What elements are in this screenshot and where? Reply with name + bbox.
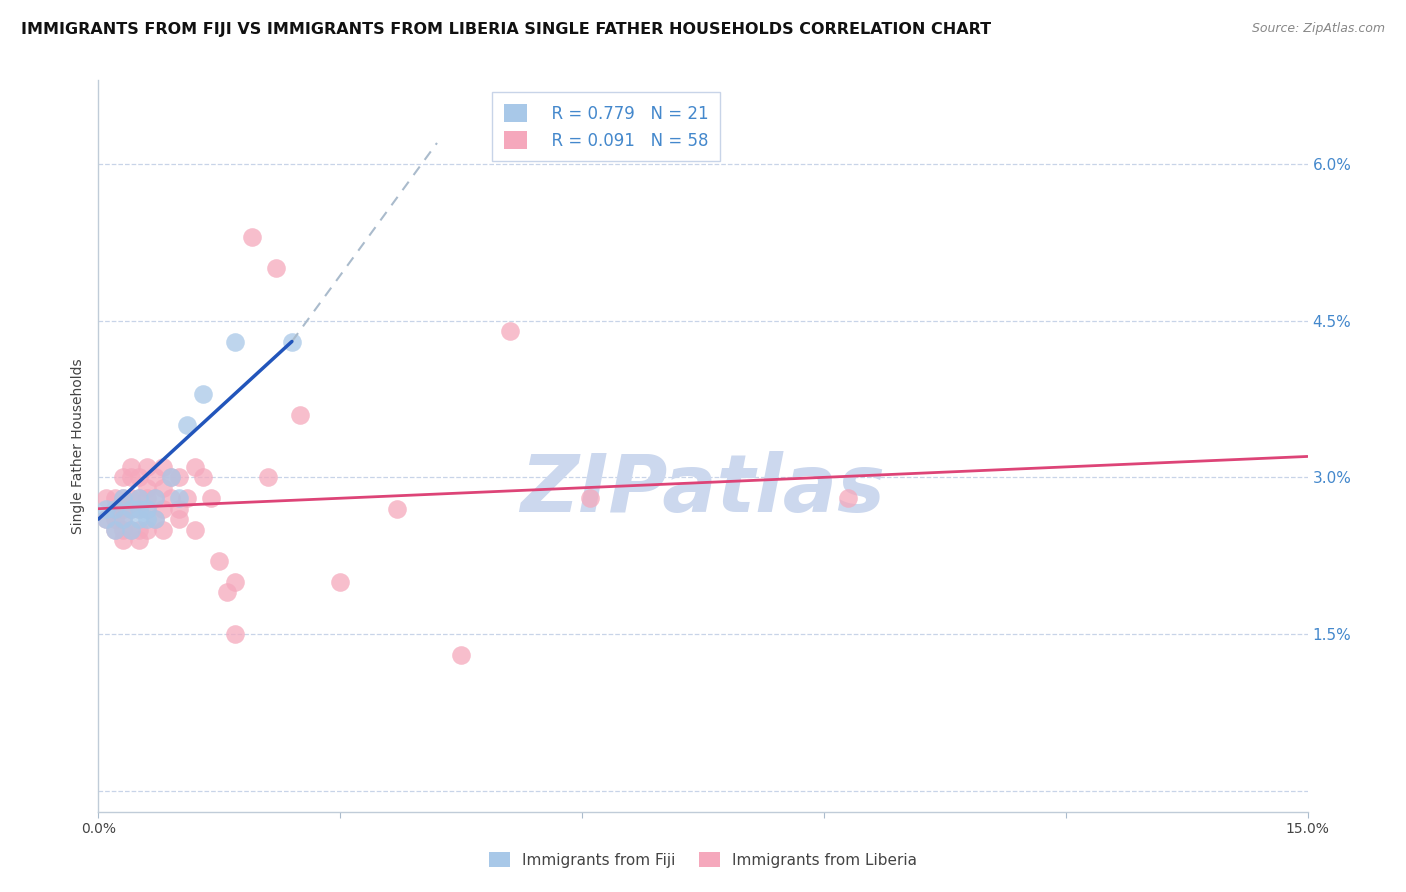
Point (128, 533, 150, 547)
Point (143, 470, 166, 484)
Point (120, 501, 142, 516)
Point (184, 523, 207, 537)
Point (217, 585, 239, 599)
Point (135, 523, 157, 537)
Point (111, 512, 134, 526)
Point (167, 501, 190, 516)
Text: ZIPatlas: ZIPatlas (520, 450, 886, 529)
Point (120, 491, 142, 506)
Point (264, 261, 287, 276)
Point (193, 470, 215, 484)
Point (200, 491, 222, 506)
Point (103, 512, 125, 526)
Point (103, 501, 125, 516)
Point (135, 501, 157, 516)
Point (96, 512, 118, 526)
Point (224, 627, 246, 641)
Point (96, 501, 118, 516)
Point (128, 523, 150, 537)
Point (193, 386, 215, 401)
Point (103, 491, 125, 506)
Point (128, 501, 150, 516)
Point (103, 523, 125, 537)
Point (450, 648, 472, 662)
Point (111, 501, 134, 516)
Y-axis label: Single Father Households: Single Father Households (72, 359, 86, 533)
Point (167, 512, 190, 526)
Point (837, 491, 859, 506)
Point (176, 491, 198, 506)
Point (111, 470, 134, 484)
Point (224, 334, 246, 349)
Point (128, 491, 150, 506)
Point (160, 470, 183, 484)
Point (329, 574, 352, 589)
Point (167, 470, 190, 484)
Point (120, 501, 142, 516)
Point (111, 491, 134, 506)
Point (128, 501, 150, 516)
Point (256, 470, 278, 484)
Point (167, 491, 190, 506)
Legend:   R = 0.779   N = 21,   R = 0.091   N = 58: R = 0.779 N = 21, R = 0.091 N = 58 (492, 92, 720, 161)
Point (96, 512, 118, 526)
Text: IMMIGRANTS FROM FIJI VS IMMIGRANTS FROM LIBERIA SINGLE FATHER HOUSEHOLDS CORRELA: IMMIGRANTS FROM FIJI VS IMMIGRANTS FROM … (21, 22, 991, 37)
Point (111, 491, 134, 506)
Point (120, 523, 142, 537)
Point (208, 554, 231, 568)
Point (240, 230, 263, 244)
Point (120, 470, 142, 484)
Point (135, 459, 157, 474)
Point (120, 459, 142, 474)
Point (128, 470, 150, 484)
Point (152, 523, 174, 537)
Point (152, 501, 174, 516)
Point (143, 512, 166, 526)
Point (135, 481, 157, 495)
Point (96, 491, 118, 506)
Point (579, 491, 602, 506)
Point (143, 512, 166, 526)
Point (135, 512, 157, 526)
Legend: Immigrants from Fiji, Immigrants from Liberia: Immigrants from Fiji, Immigrants from Li… (481, 844, 925, 875)
Point (120, 523, 142, 537)
Text: Source: ZipAtlas.com: Source: ZipAtlas.com (1251, 22, 1385, 36)
Point (498, 324, 520, 338)
Point (385, 501, 408, 516)
Point (103, 523, 125, 537)
Point (111, 523, 134, 537)
Point (128, 512, 150, 526)
Point (111, 512, 134, 526)
Point (103, 501, 125, 516)
Point (176, 418, 198, 433)
Point (111, 533, 134, 547)
Point (152, 459, 174, 474)
Point (160, 491, 183, 506)
Point (184, 459, 207, 474)
Point (143, 491, 166, 506)
Point (135, 501, 157, 516)
Point (128, 491, 150, 506)
Point (135, 491, 157, 506)
Point (288, 408, 311, 422)
Point (160, 470, 183, 484)
Point (281, 334, 304, 349)
Point (224, 574, 246, 589)
Point (143, 491, 166, 506)
Point (152, 481, 174, 495)
